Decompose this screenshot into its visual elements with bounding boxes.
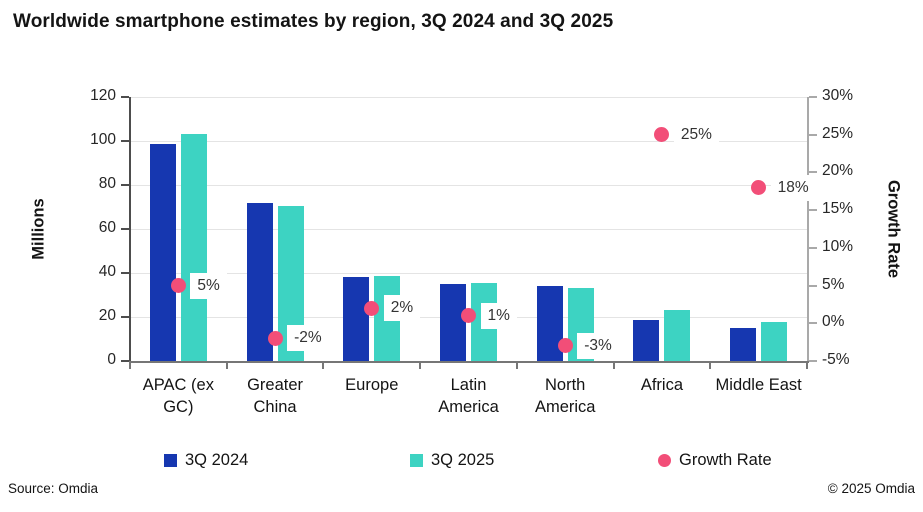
right-axis-tick: [809, 171, 817, 174]
x-axis-tick: [612, 363, 615, 369]
left-axis-tick-label: 120: [90, 87, 116, 104]
gridline: [130, 97, 807, 98]
category-label: Middle East: [715, 376, 802, 394]
x-axis-tick: [709, 363, 712, 369]
left-axis-tick: [121, 184, 129, 186]
left-axis-tick-label: 100: [90, 131, 116, 148]
right-axis-tick: [809, 360, 817, 362]
growth-rate-dot: [461, 308, 476, 324]
left-axis-tick-label: 20: [98, 307, 116, 324]
left-axis-tick: [121, 228, 129, 230]
gridline: [130, 229, 807, 230]
plot-area: 0 20 40 60 80 100 120 -5% 0% 5% 10% 15% 20% 25% 30% APA…: [90, 87, 853, 416]
left-axis-tick-label: 0: [107, 351, 116, 368]
left-axis-tick: [121, 316, 129, 318]
growth-rate-dot: [654, 127, 670, 143]
left-axis-line: [129, 97, 131, 363]
right-axis-tick-label: 20%: [822, 162, 854, 180]
right-axis-title: Growth Rate: [884, 179, 903, 279]
right-axis-tick: [809, 284, 817, 287]
category-label: Europe: [345, 376, 399, 394]
growth-rate-label: 18%: [770, 174, 816, 201]
growth-rate-label: 1%: [480, 302, 517, 329]
right-axis-tick-label: 25%: [822, 124, 854, 142]
right-axis-tick: [809, 246, 817, 249]
legend-label-growth-rate: Growth Rate: [679, 451, 772, 469]
legend-label-3q-2025: 3Q 2025: [431, 451, 495, 469]
legend-item-3q-2025: 3Q 2025: [410, 451, 494, 470]
left-axis-tick-label: 80: [98, 175, 116, 192]
right-axis-tick: [809, 96, 817, 98]
x-axis-tick: [419, 363, 422, 369]
left-axis-tick: [121, 140, 129, 142]
gridline: [130, 185, 807, 186]
legend-item-growth-rate: Growth Rate: [658, 451, 772, 470]
right-axis-tick-label: 10%: [822, 237, 854, 255]
bar-3q-2025: [761, 322, 788, 361]
bar-3q-2024: [440, 284, 466, 361]
category-label: APAC (ex GC): [142, 376, 214, 416]
bar-3q-2024: [343, 277, 370, 361]
category-label: Greater China: [247, 376, 304, 416]
left-axis-tick: [121, 360, 129, 362]
legend-swatch-3q-2025: [410, 454, 423, 467]
legend-label-3q-2024: 3Q 2024: [185, 451, 249, 469]
bar-3q-2025: [180, 133, 207, 361]
left-axis-title: Millions: [29, 198, 48, 260]
category-label: Latin America: [438, 376, 499, 416]
growth-rate-dot: [557, 338, 573, 354]
category-label: Africa: [640, 376, 684, 394]
right-axis-tick: [809, 322, 817, 325]
x-axis-tick: [129, 363, 131, 369]
right-axis-tick-label: 15%: [822, 200, 854, 218]
growth-rate-label: 2%: [383, 295, 421, 322]
source-text: Source: Omdia: [8, 481, 99, 496]
growth-rate-label: -2%: [287, 325, 329, 352]
x-axis-tick: [806, 363, 808, 369]
bar-3q-2024: [149, 144, 176, 361]
growth-rate-dot: [267, 330, 283, 346]
right-axis-line: [807, 97, 809, 363]
gridline: [130, 141, 807, 142]
legend-item-3q-2024: 3Q 2024: [164, 451, 248, 470]
gridline: [130, 273, 807, 274]
bar-3q-2025: [664, 309, 691, 361]
copyright-text: © 2025 Omdia: [827, 481, 915, 496]
right-axis-tick-label: 5%: [822, 275, 845, 293]
right-axis-tick-label: 0%: [822, 313, 845, 331]
growth-rate-label: 25%: [673, 121, 719, 148]
chart-title: Worldwide smartphone estimates by region…: [13, 11, 614, 32]
left-axis-tick: [121, 96, 129, 98]
right-axis-tick: [809, 133, 817, 136]
bar-3q-2024: [633, 319, 660, 361]
left-axis-tick-label: 60: [98, 219, 116, 236]
right-axis-tick-label: -5%: [822, 351, 850, 368]
x-axis-tick: [515, 363, 518, 369]
category-label: North America: [534, 376, 596, 416]
bar-3q-2024: [730, 328, 757, 361]
right-axis-tick: [809, 209, 817, 212]
growth-rate-dot: [751, 180, 767, 195]
legend-swatch-3q-2024: [164, 454, 177, 467]
right-axis-tick-label: 30%: [822, 87, 854, 104]
growth-rate-label: -3%: [577, 332, 619, 359]
x-axis-tick: [225, 363, 228, 369]
left-axis-tick: [121, 272, 129, 274]
left-axis-tick-label: 40: [98, 263, 116, 280]
x-axis-tick: [322, 363, 325, 369]
legend-swatch-growth-rate: [658, 454, 671, 467]
growth-rate-label: 5%: [190, 272, 227, 299]
growth-rate-dot: [364, 300, 380, 316]
x-axis-line: [129, 361, 809, 363]
growth-rate-dot: [170, 278, 186, 294]
